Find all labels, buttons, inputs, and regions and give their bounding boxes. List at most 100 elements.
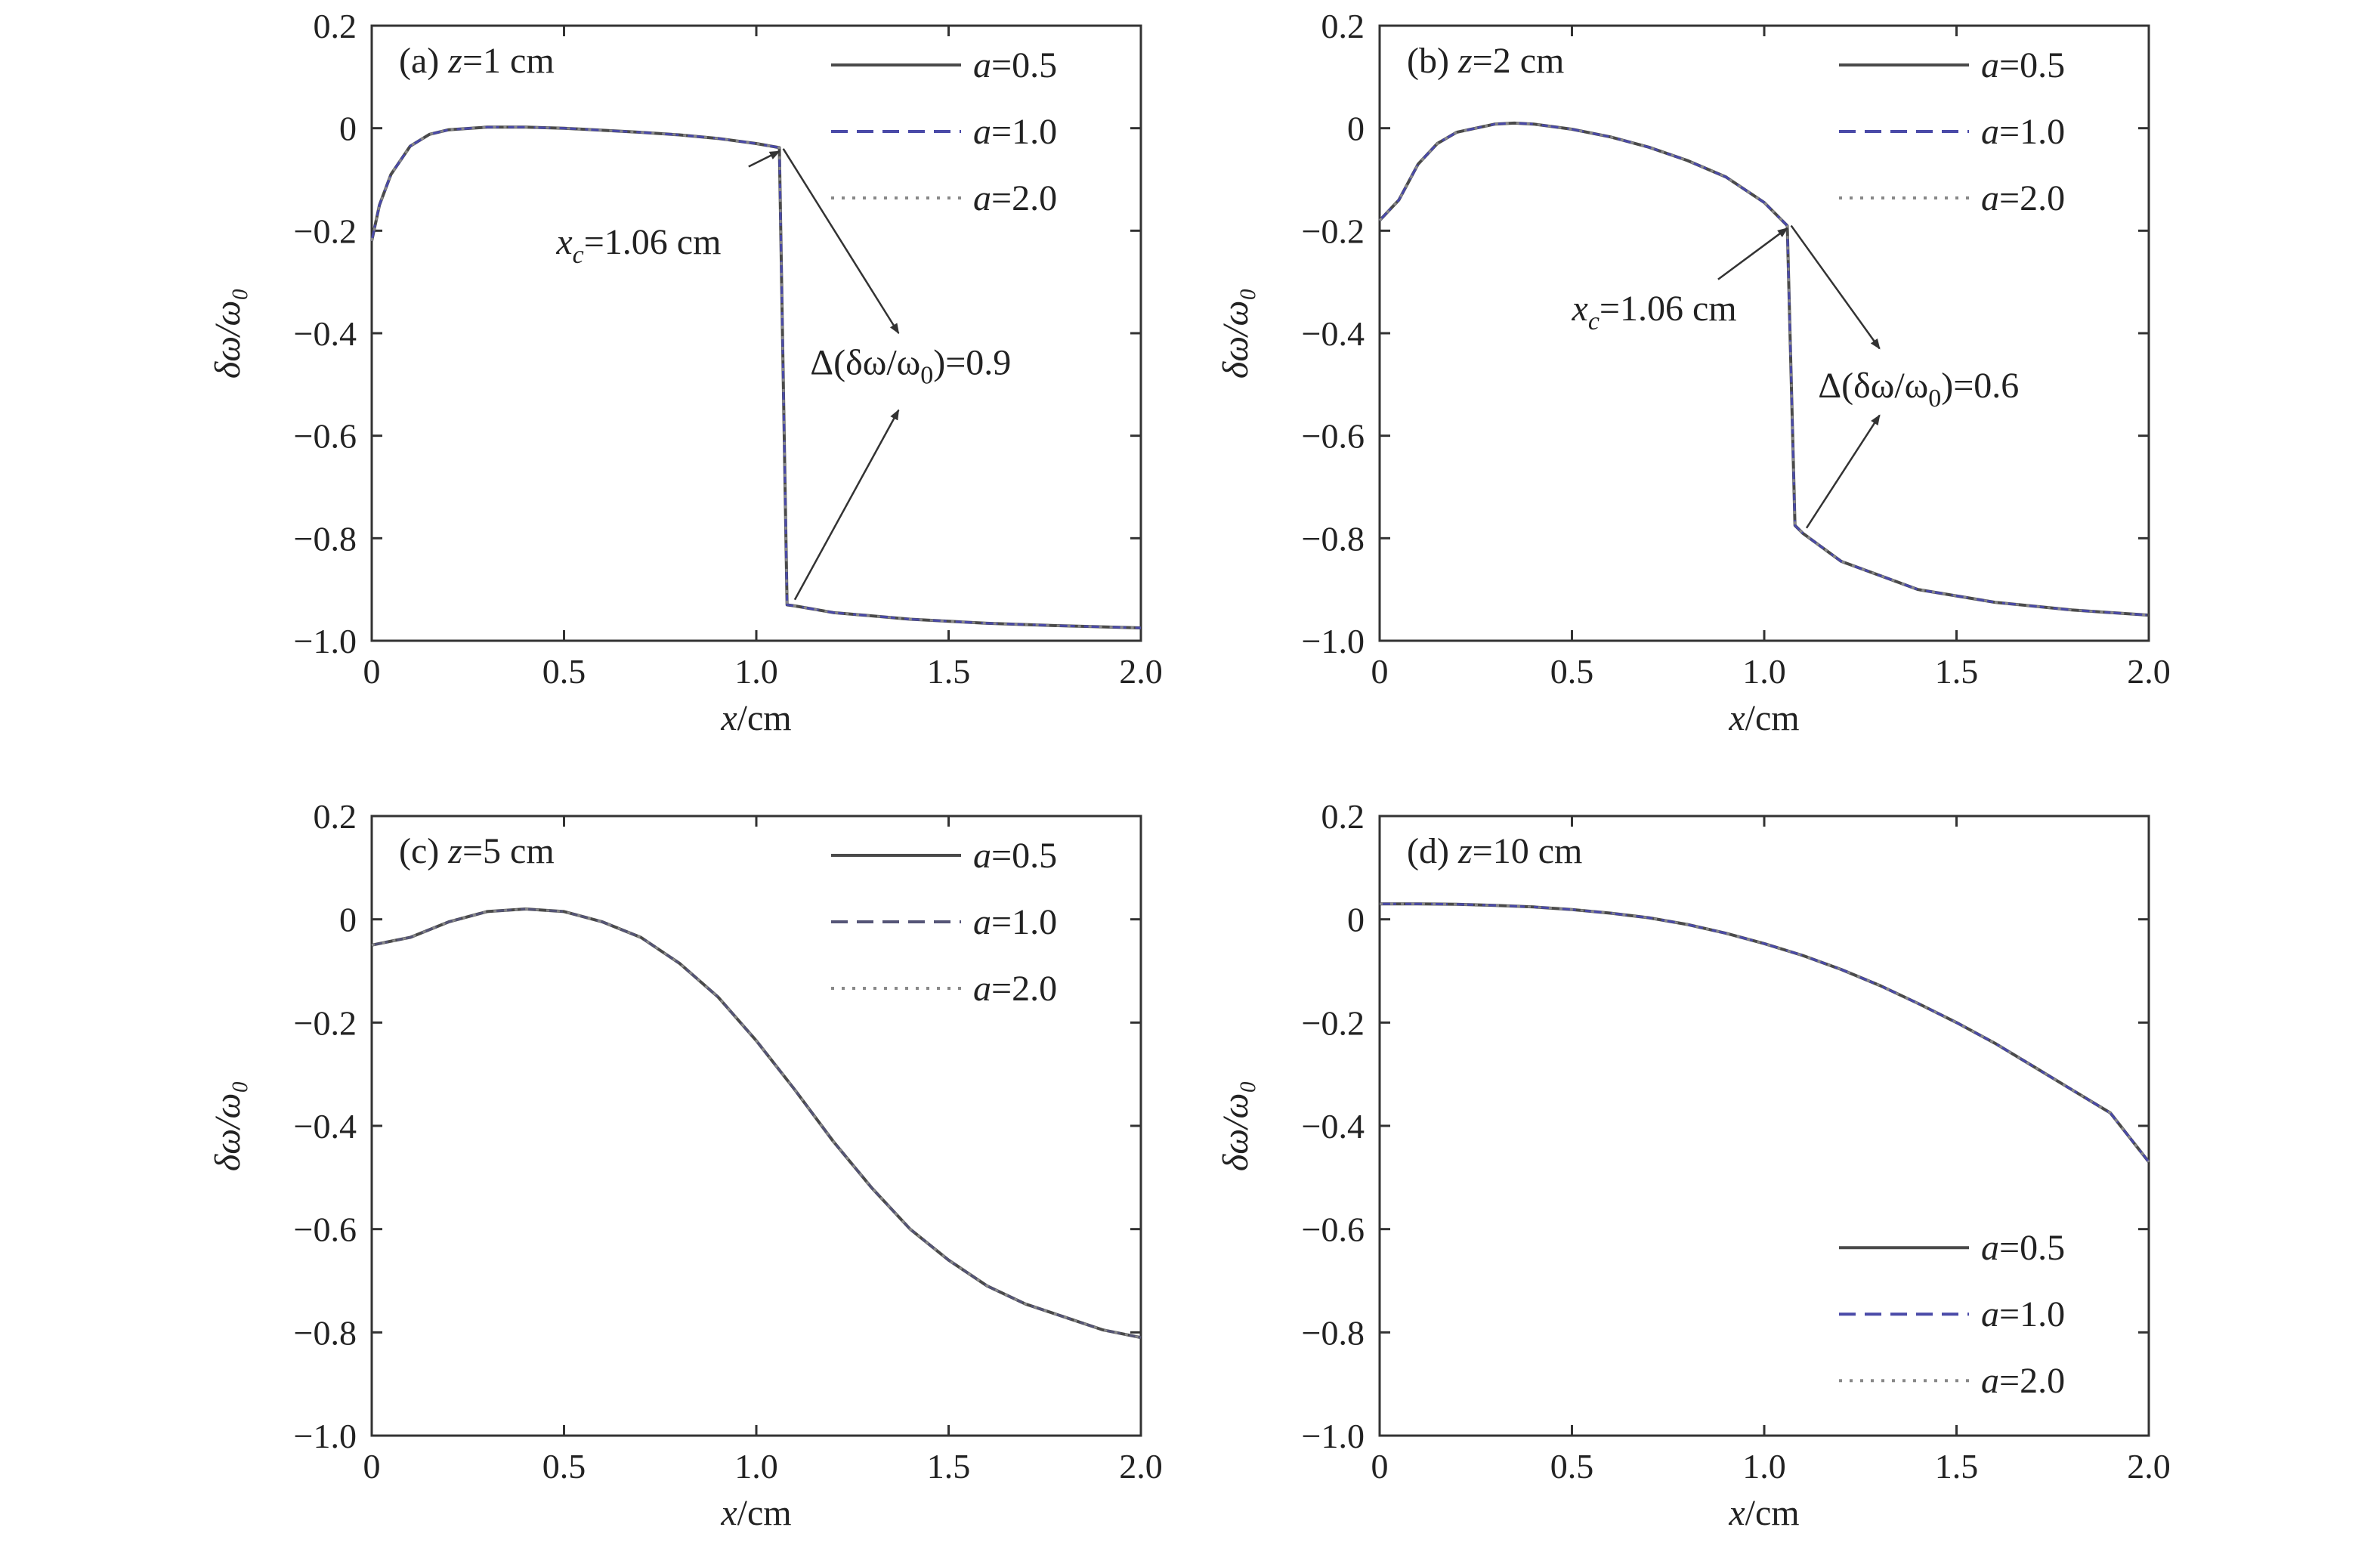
x-axis-label: x/cm [1728, 698, 1799, 738]
legend-label: a=1.0 [973, 112, 1057, 152]
annotation: xc=1.06 cm [555, 150, 780, 269]
legend-label: a=1.0 [1981, 1294, 2065, 1334]
annotation: Δ(δω/ω0)=0.6 [1790, 224, 2019, 529]
x-tick-label: 1.5 [1935, 652, 1979, 691]
legend: a=0.5 a=1.0 a=2.0 [1839, 45, 2065, 218]
y-tick-label: −0.8 [294, 1313, 357, 1352]
y-tick-label: −0.8 [1302, 1313, 1365, 1352]
panel-label: (b) z=2 cm [1407, 41, 1564, 81]
series-line-a-1-0 [1380, 902, 2150, 1163]
x-tick-label: 0.5 [542, 1447, 586, 1486]
x-axis-label: x/cm [720, 698, 791, 738]
panel-d: 0.20−0.2−0.4−0.6−0.8−1.00 0.5 1.0 1.5 2.0x/c… [1216, 797, 2171, 1533]
annotation-arrow [782, 148, 900, 335]
y-tick-label: −0.8 [294, 519, 357, 558]
x-tick-label: 1.5 [927, 652, 971, 691]
x-tick-label: 1.0 [734, 652, 778, 691]
y-tick-label: −0.2 [1302, 1003, 1365, 1042]
y-tick-label: −1.0 [294, 622, 357, 660]
x-tick-label: 2.0 [2127, 652, 2171, 691]
series-line-a-2-0 [371, 907, 1142, 1339]
legend: a=0.5 a=1.0 a=2.0 [831, 45, 1057, 218]
annotation-arrow [748, 150, 780, 168]
y-tick-label: −0.4 [294, 1107, 357, 1145]
y-tick-label: −0.4 [1302, 314, 1365, 353]
y-tick-label: −0.2 [294, 1003, 357, 1042]
y-tick-label: −1.0 [1302, 622, 1365, 660]
y-tick-label: 0.2 [1321, 7, 1365, 45]
x-tick-label: 1.0 [1742, 1447, 1786, 1486]
x-tick-label: 1.0 [734, 1447, 778, 1486]
y-tick-label: −0.4 [294, 314, 357, 353]
legend: a=0.5 a=1.0 a=2.0 [831, 836, 1057, 1009]
panel-label: (d) z=10 cm [1407, 831, 1582, 871]
panel-label: (a) z=1 cm [399, 41, 555, 81]
x-axis-label: x/cm [720, 1493, 791, 1533]
panel-b: 0.20−0.2−0.4−0.6−0.8−1.00 0.5 1.0 1.5 2.0x/c… [1216, 7, 2171, 738]
x-tick-label: 0 [1371, 1447, 1389, 1486]
annotation-label: Δ(δω/ω0)=0.6 [1818, 366, 2019, 413]
y-axis-label: δω/ω₀ [1216, 288, 1256, 379]
legend-label: a=2.0 [973, 969, 1057, 1009]
x-tick-label: 0 [363, 1447, 381, 1486]
y-tick-label: −0.6 [294, 1210, 357, 1249]
y-axis-label: δω/ω₀ [1216, 1081, 1256, 1171]
y-tick-label: 0.2 [1321, 797, 1365, 836]
y-tick-label: 0 [1347, 901, 1365, 939]
annotation-arrow [793, 409, 900, 601]
x-tick-label: 0.5 [1550, 1447, 1594, 1486]
x-tick-label: 0 [1371, 652, 1389, 691]
annotation: xc=1.06 cm [1572, 227, 1788, 335]
series-line-a-2-0 [1378, 122, 2150, 617]
y-tick-label: 0 [339, 110, 357, 148]
series-line-a-1-0 [370, 125, 1142, 629]
legend-label: a=2.0 [1981, 1361, 2065, 1401]
annotation-label: xc=1.06 cm [555, 222, 721, 269]
y-tick-label: 0.2 [314, 797, 357, 836]
x-tick-label: 1.0 [1742, 652, 1786, 691]
legend-label: a=0.5 [1981, 45, 2065, 85]
x-tick-label: 1.5 [927, 1447, 971, 1486]
legend-label: a=1.0 [1981, 112, 2065, 152]
y-axis-label: δω/ω₀ [208, 1081, 248, 1171]
y-tick-label: −0.4 [1302, 1107, 1365, 1145]
y-axis-label: δω/ω₀ [208, 288, 248, 379]
legend-label: a=0.5 [1981, 1228, 2065, 1268]
plot-frame [1378, 815, 2150, 1437]
annotation-label: Δ(δω/ω0)=0.9 [810, 342, 1011, 389]
y-tick-label: 0 [1347, 110, 1365, 148]
x-tick-label: 2.0 [1119, 1447, 1163, 1486]
y-tick-label: −0.6 [294, 417, 357, 456]
x-tick-label: 0.5 [1550, 652, 1594, 691]
legend-label: a=2.0 [973, 178, 1057, 218]
series-line-a-1-0 [371, 907, 1142, 1339]
legend: a=0.5 a=1.0 a=2.0 [1839, 1228, 2065, 1401]
annotation-label: xc=1.06 cm [1572, 289, 1737, 335]
y-tick-label: −0.6 [1302, 417, 1365, 456]
y-tick-label: −0.2 [294, 212, 357, 250]
annotation: Δ(δω/ω0)=0.9 [782, 148, 1011, 601]
x-tick-label: 0.5 [542, 652, 586, 691]
y-tick-label: −0.2 [1302, 212, 1365, 250]
y-tick-label: −1.0 [1302, 1417, 1365, 1455]
y-tick-label: −0.8 [1302, 519, 1365, 558]
y-tick-label: 0.2 [314, 7, 357, 45]
series-line-a-2-0 [1380, 902, 2150, 1163]
legend-label: a=0.5 [973, 45, 1057, 85]
x-tick-label: 2.0 [2127, 1447, 2171, 1486]
panel-c: 0.20−0.2−0.4−0.6−0.8−1.00 0.5 1.0 1.5 2.0x/c… [208, 797, 1163, 1533]
legend-label: a=2.0 [1981, 178, 2065, 218]
legend-label: a=0.5 [973, 836, 1057, 876]
x-tick-label: 2.0 [1119, 652, 1163, 691]
x-axis-label: x/cm [1728, 1493, 1799, 1533]
annotation-arrow [1790, 224, 1881, 350]
legend-label: a=1.0 [973, 902, 1057, 942]
panel-label: (c) z=5 cm [399, 831, 555, 871]
x-tick-label: 0 [363, 652, 381, 691]
y-tick-label: −1.0 [294, 1417, 357, 1455]
panel-a: 0.20−0.2−0.4−0.6−0.8−1.00 0.5 1.0 1.5 2.0x/c… [208, 7, 1163, 738]
annotation-arrow [1717, 227, 1788, 280]
y-tick-label: 0 [339, 901, 357, 939]
